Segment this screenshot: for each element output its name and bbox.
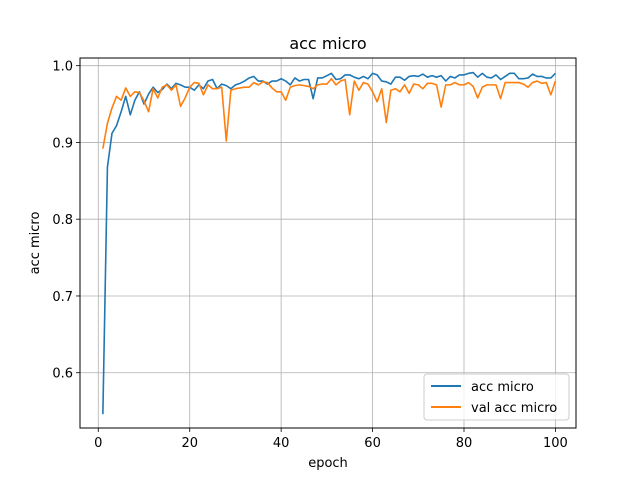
x-tick-label: 100 xyxy=(543,436,568,451)
plot-area xyxy=(80,58,576,428)
x-tick-label: 60 xyxy=(364,436,381,451)
x-axis-ticks: 0 20 40 60 80 100 xyxy=(94,428,568,451)
x-tick-label: 0 xyxy=(94,436,102,451)
x-tick-label: 20 xyxy=(181,436,198,451)
series-line-val-acc-micro xyxy=(102,77,557,149)
y-tick-label: 0.7 xyxy=(52,290,73,305)
series-line-acc-micro xyxy=(102,71,556,415)
legend-label-val-acc-micro: val acc micro xyxy=(471,401,557,416)
y-axis-ticks: 0.6 0.7 0.8 0.9 1.0 xyxy=(52,60,80,382)
x-axis-label: epoch xyxy=(308,456,348,471)
y-tick-label: 0.6 xyxy=(52,367,73,382)
legend-label-acc-micro: acc micro xyxy=(471,380,534,395)
series-lines xyxy=(102,71,557,415)
y-tick-label: 0.9 xyxy=(52,136,73,151)
y-tick-label: 0.8 xyxy=(52,213,73,228)
plot-frame xyxy=(79,57,577,429)
x-tick-label: 80 xyxy=(456,436,473,451)
y-tick-label: 1.0 xyxy=(52,60,73,75)
grid-lines xyxy=(80,58,576,428)
legend: acc micro val acc micro xyxy=(423,373,570,421)
x-tick-label: 40 xyxy=(273,436,290,451)
y-axis-label: acc micro xyxy=(28,212,43,275)
chart-title: acc micro xyxy=(289,34,366,53)
